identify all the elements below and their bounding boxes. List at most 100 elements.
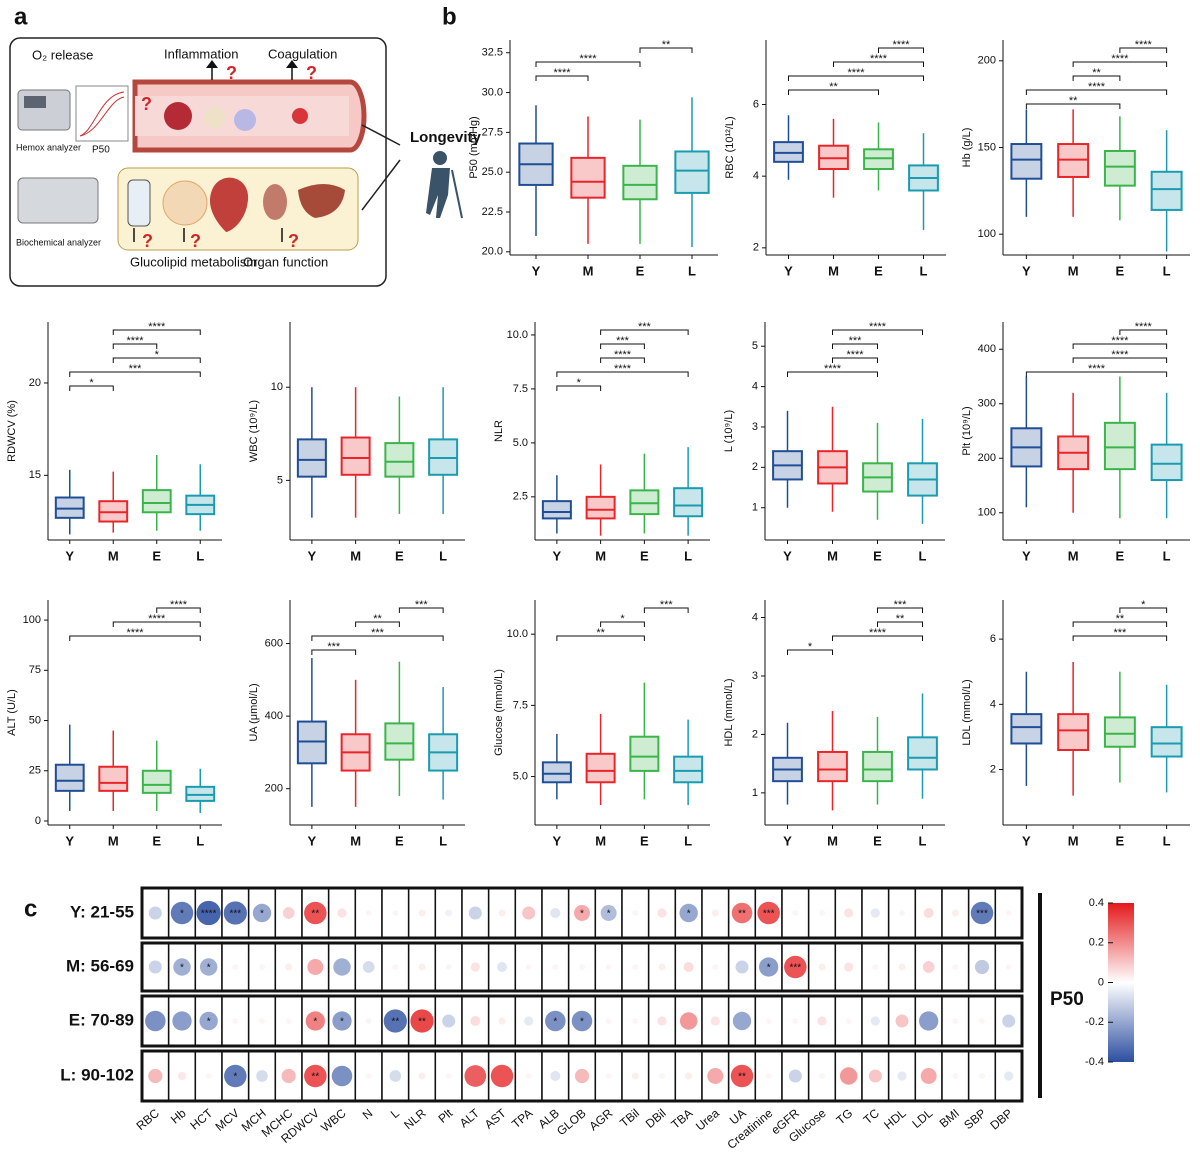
- y-axis-label: ALT (U/L): [6, 689, 18, 736]
- bracket: [112, 357, 201, 363]
- x-tick-label: Y: [553, 548, 562, 563]
- bracket: [600, 357, 645, 363]
- dot: [839, 1067, 858, 1085]
- box: [340, 436, 371, 476]
- dot: [442, 1014, 456, 1028]
- dot: [362, 961, 375, 973]
- x-tick-label: E: [873, 833, 882, 848]
- significance: **: [896, 613, 905, 625]
- significance: ****: [553, 67, 571, 79]
- dot: [550, 907, 561, 919]
- biochem-device: [17, 177, 99, 224]
- y-tick-label: 3: [752, 670, 758, 682]
- y-tick-label: 25.0: [482, 166, 503, 178]
- significance: **: [829, 81, 838, 93]
- box: [384, 722, 415, 761]
- bracket: [788, 75, 924, 81]
- label: Biochemical analyzer: [16, 237, 101, 247]
- box: [1150, 443, 1183, 482]
- bracket: [1025, 103, 1121, 109]
- cell: [234, 109, 256, 131]
- dot: [844, 908, 854, 918]
- label: O₂ release: [32, 47, 93, 62]
- dot: [332, 1011, 352, 1031]
- y-axis-label: NLR: [493, 420, 505, 442]
- row-frame: [140, 886, 1024, 940]
- dot: [920, 1068, 937, 1084]
- dot: [574, 905, 590, 921]
- y-tick-label: 5.0: [513, 770, 528, 782]
- bracket: [832, 329, 923, 335]
- x-tick-label: M: [1068, 263, 1079, 278]
- significance: ****: [126, 335, 144, 347]
- x-tick-label: Y: [1022, 263, 1031, 278]
- y-axis-label: LDL (mmol/L): [961, 679, 973, 745]
- dot: [524, 1016, 534, 1026]
- y-tick-label: 5: [752, 340, 758, 352]
- dot: [148, 1068, 163, 1084]
- arrow: [361, 124, 401, 211]
- dot: [1005, 964, 1012, 970]
- significance: **: [1069, 95, 1078, 107]
- significance: ***: [849, 335, 863, 347]
- column-label: NLR: [401, 1106, 429, 1132]
- significance: **: [391, 1017, 399, 1028]
- x-tick-label: M: [1068, 548, 1079, 563]
- y-tick-label: 6: [753, 98, 759, 110]
- dot: [285, 1018, 292, 1024]
- bracket: [556, 385, 602, 391]
- significance: *: [767, 963, 771, 974]
- dot: [1002, 1014, 1016, 1028]
- significance: *: [233, 1072, 237, 1083]
- bracket: [877, 607, 923, 613]
- y-tick-label: 27.5: [482, 126, 503, 138]
- y-axis-label: UA (μmol/L): [248, 683, 260, 741]
- significance: ****: [148, 321, 166, 333]
- significance: ****: [1111, 335, 1129, 347]
- box: [1010, 143, 1043, 180]
- significance: ***: [1113, 627, 1127, 639]
- column-label: TC: [861, 1106, 883, 1127]
- dot: [792, 1018, 799, 1024]
- curve: [79, 91, 125, 137]
- panel-label: a: [14, 3, 28, 30]
- box: [296, 438, 327, 478]
- dot: [765, 1018, 772, 1024]
- y-tick-label: 150: [978, 141, 996, 153]
- label: Glucolipid metabolism: [130, 254, 257, 269]
- box: [907, 736, 938, 771]
- significance: ***: [415, 599, 429, 611]
- significance: *: [687, 909, 691, 920]
- glucometer: [127, 179, 151, 227]
- significance: ***: [660, 599, 674, 611]
- bracket: [69, 371, 201, 377]
- row-frame: [140, 941, 1024, 993]
- row-label: L: 90-102: [60, 1065, 134, 1084]
- dot: [170, 901, 194, 925]
- x-tick-label: E: [395, 548, 404, 563]
- dot: [707, 1068, 724, 1084]
- dot: [392, 964, 399, 970]
- x-tick-label: M: [1068, 833, 1079, 848]
- bracket: [1025, 89, 1168, 95]
- significance: **: [418, 1017, 426, 1028]
- question: ?: [226, 63, 237, 83]
- label: Coagulation: [268, 46, 337, 61]
- significance: *: [207, 1017, 211, 1028]
- column-label: GLOB: [554, 1106, 589, 1138]
- dot: [970, 901, 994, 925]
- y-tick-label: 20: [29, 377, 41, 389]
- x-tick-label: E: [1116, 833, 1125, 848]
- x-tick-label: Y: [783, 833, 792, 848]
- significance: *: [580, 1017, 584, 1028]
- dot: [410, 1009, 434, 1033]
- y-tick-label: 4: [753, 170, 759, 182]
- dot: [177, 1071, 187, 1081]
- box: [674, 150, 710, 194]
- dot: [919, 1011, 939, 1031]
- significance: *: [180, 909, 184, 920]
- significance: *: [620, 613, 625, 625]
- panel-label: b: [442, 3, 457, 30]
- colorbar-label: 0.2: [1089, 937, 1104, 949]
- significance: ****: [892, 39, 910, 51]
